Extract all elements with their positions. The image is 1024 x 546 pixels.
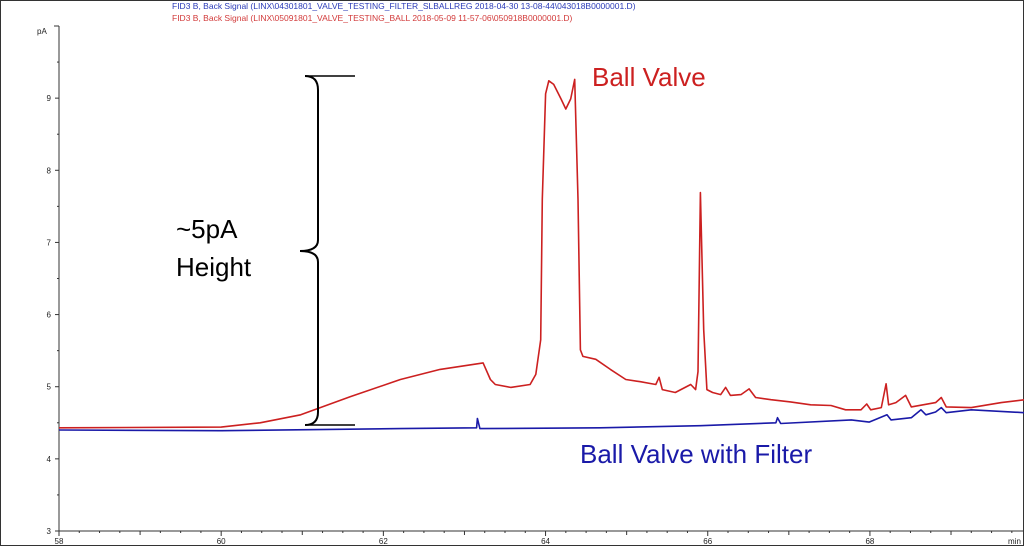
y-tick-label: 6 [47, 311, 52, 320]
y-tick-label: 8 [47, 166, 52, 175]
x-tick-label: 62 [379, 537, 388, 546]
x-tick-label: 68 [865, 537, 874, 546]
header-line-filter: FID3 B, Back Signal (LINX\04301801_VALVE… [172, 1, 636, 11]
ball-valve-series-line [58, 78, 1024, 429]
y-tick-label: 5 [47, 383, 52, 392]
ball-valve-label: Ball Valve [592, 62, 706, 92]
y-tick-label: 9 [47, 94, 52, 103]
height-annotation-line2: Height [176, 252, 252, 282]
x-tick-label: 60 [217, 537, 226, 546]
height-annotation-line1: ~5pA [176, 214, 238, 244]
header-line-ball: FID3 B, Back Signal (LINX\05091801_VALVE… [172, 13, 573, 23]
height-brace [299, 75, 319, 426]
x-tick-label: 58 [55, 537, 64, 546]
ball-valve-filter-label: Ball Valve with Filter [580, 439, 812, 469]
x-axis-label: min [1008, 537, 1021, 546]
y-tick-label: 7 [47, 238, 52, 247]
brace-end-ticks [305, 75, 355, 426]
y-tick-label: 3 [47, 527, 52, 536]
y-axis-label: pA [37, 27, 47, 36]
x-tick-label: 66 [703, 537, 712, 546]
x-tick-label: 64 [541, 537, 550, 546]
y-tick-label: 4 [47, 455, 52, 464]
ball-valve-filter-series-line [58, 406, 1024, 432]
